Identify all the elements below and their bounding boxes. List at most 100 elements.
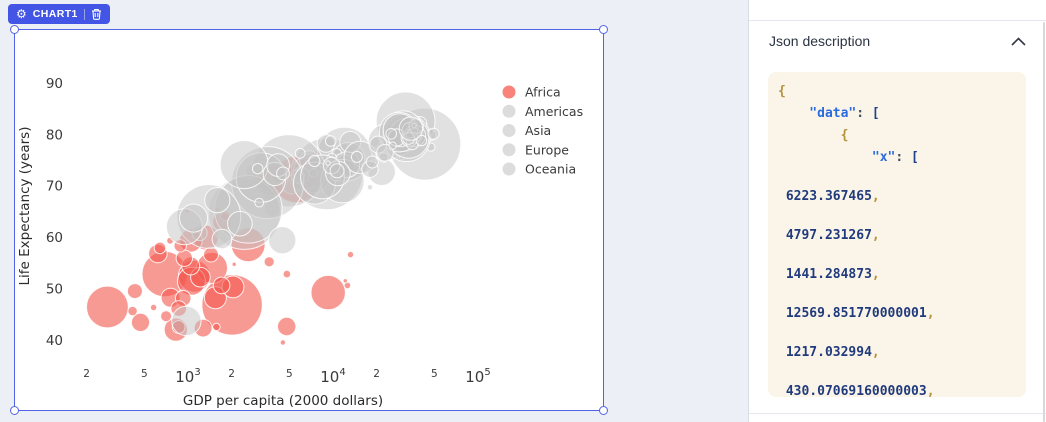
bubble-africa[interactable]	[175, 249, 194, 267]
bubble-africa[interactable]	[86, 285, 129, 329]
bubble-europe[interactable]	[376, 144, 394, 162]
bubble-africa[interactable]	[263, 256, 275, 268]
bubble-africa[interactable]	[282, 269, 292, 279]
x-tick-label-major: 103	[175, 367, 200, 386]
x-tick-label-minor: 5	[141, 368, 148, 380]
panel-top-divider	[749, 20, 1046, 21]
bubble-asia[interactable]	[252, 163, 264, 175]
legend-item-europe[interactable]: Europe	[502, 142, 570, 157]
bubble-africa[interactable]	[279, 339, 287, 346]
code-line-number: 1217.032994,	[785, 345, 880, 360]
x-tick-label-major: 104	[320, 367, 345, 386]
badge-separator	[83, 8, 85, 20]
code-line-number: 6223.367465,	[785, 189, 880, 204]
json-description-panel: Json description {"data": [{"x": [6223.3…	[748, 0, 1046, 422]
x-tick-label-minor: 2	[373, 368, 380, 380]
code-line-number: 430.07069160000003,	[785, 384, 935, 397]
editor-canvas[interactable]: ⚙ CHART1 90 80 70 60 50 40 2 5 103 2 5 104 2 5 105 Life…	[0, 0, 748, 422]
legend-item-africa[interactable]: Africa	[502, 85, 561, 100]
bubble-europe[interactable]	[325, 160, 331, 166]
bubble-europe[interactable]	[388, 141, 397, 150]
json-section-header[interactable]: Json description	[769, 33, 1026, 49]
bubble-europe[interactable]	[365, 155, 379, 169]
code-line: {	[840, 128, 849, 143]
bubble-africa[interactable]	[126, 283, 143, 300]
bubble-europe[interactable]	[427, 127, 440, 140]
bubble-asia[interactable]	[268, 226, 297, 255]
resize-handle-top-right[interactable]	[599, 25, 608, 34]
bubble-oceania[interactable]	[385, 128, 398, 140]
code-line: "data": [	[809, 106, 880, 121]
y-tick-label: 70	[46, 179, 63, 195]
legend-item-asia[interactable]: Asia	[502, 123, 552, 138]
legend-item-oceania[interactable]: Oceania	[502, 162, 577, 177]
bubble-asia[interactable]	[254, 197, 265, 208]
panel-scrollbar[interactable]	[1043, 22, 1045, 422]
bubble-asia[interactable]	[211, 228, 233, 250]
bubble-africa[interactable]	[212, 276, 231, 295]
bubble-asia[interactable]	[179, 203, 208, 233]
y-tick-label: 80	[46, 127, 63, 143]
x-tick-label-minor: 5	[431, 368, 438, 380]
legend-swatch	[502, 124, 516, 137]
code-line-number: 1441.284873,	[785, 267, 880, 282]
chart-badge[interactable]: ⚙ CHART1	[8, 4, 110, 24]
bubble-africa[interactable]	[130, 312, 151, 332]
panel-bottom-divider	[749, 413, 1046, 414]
y-tick-label: 60	[46, 230, 63, 246]
bubble-africa[interactable]	[160, 310, 173, 323]
chevron-up-icon[interactable]	[1011, 36, 1026, 46]
bubble-asia[interactable]	[171, 305, 202, 337]
resize-handle-bottom-left[interactable]	[10, 406, 19, 415]
bubble-europe[interactable]	[329, 163, 345, 179]
x-tick-label-minor: 2	[83, 368, 90, 380]
trash-icon[interactable]	[91, 8, 102, 20]
x-tick-label-minor: 2	[228, 368, 235, 380]
bubble-asia[interactable]	[204, 187, 231, 214]
bubble-oceania[interactable]	[398, 116, 424, 141]
bubble-africa[interactable]	[231, 261, 237, 268]
y-tick-label: 50	[46, 282, 63, 298]
chart-widget[interactable]: 90 80 70 60 50 40 2 5 103 2 5 104 2 5 105 Life Expectan…	[10, 25, 608, 415]
y-tick-label: 90	[46, 76, 63, 92]
bubble-africa[interactable]	[277, 316, 297, 337]
bubble-europe[interactable]	[294, 147, 306, 159]
bubble-africa[interactable]	[342, 278, 348, 284]
x-tick-label-major: 105	[465, 367, 490, 386]
bubble-americas[interactable]	[324, 135, 337, 147]
legend-swatch	[502, 104, 516, 118]
bubble-chart[interactable]: 90 80 70 60 50 40 2 5 103 2 5 104 2 5 105 Life Expectan…	[15, 30, 602, 409]
legend-label: Africa	[525, 85, 561, 100]
legend-label: Europe	[525, 142, 569, 157]
code-line: "x": [	[871, 150, 919, 165]
bubble-africa[interactable]	[203, 246, 219, 263]
legend-label: Americas	[525, 104, 583, 119]
legend-item-americas[interactable]: Americas	[502, 104, 584, 119]
bubble-africa[interactable]	[149, 303, 158, 312]
bubble-africa[interactable]	[212, 322, 221, 332]
bubble-americas[interactable]	[366, 184, 374, 191]
resize-handle-bottom-right[interactable]	[599, 406, 608, 415]
gear-icon[interactable]: ⚙	[16, 7, 27, 21]
bubble-europe[interactable]	[308, 154, 321, 168]
chart-badge-label: CHART1	[32, 8, 78, 20]
json-code-block[interactable]: {"data": [{"x": [6223.367465, 4797.231267…	[768, 72, 1026, 397]
bubble-africa[interactable]	[127, 305, 138, 317]
y-tick-label: 40	[46, 333, 63, 349]
bubble-africa[interactable]	[310, 274, 346, 311]
legend-label: Asia	[525, 123, 551, 138]
y-axis-title: Life Expectancy (years)	[17, 127, 33, 286]
legend-label: Oceania	[525, 162, 576, 177]
code-line-number: 4797.231267,	[785, 228, 880, 243]
bubble-asia[interactable]	[276, 166, 290, 181]
code-line-number: 12569.851770000001,	[785, 306, 935, 321]
resize-handle-top-left[interactable]	[10, 25, 19, 34]
bubble-asia[interactable]	[227, 210, 253, 237]
bubble-europe[interactable]	[350, 150, 363, 163]
x-axis-title: GDP per capita (2000 dollars)	[183, 393, 383, 409]
bubble-africa[interactable]	[346, 250, 355, 259]
legend-swatch	[502, 143, 516, 157]
bubble-africa[interactable]	[153, 241, 167, 255]
x-tick-label-minor: 5	[286, 368, 293, 380]
